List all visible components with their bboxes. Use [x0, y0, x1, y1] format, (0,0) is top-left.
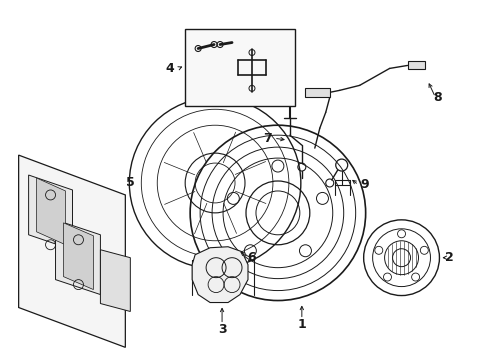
Polygon shape [192, 247, 247, 302]
Text: 4: 4 [165, 62, 174, 75]
Polygon shape [56, 220, 100, 294]
Text: 2: 2 [444, 251, 453, 264]
Text: 8: 8 [432, 91, 441, 104]
Text: 3: 3 [217, 323, 226, 336]
Polygon shape [19, 155, 125, 347]
Polygon shape [63, 223, 93, 289]
Polygon shape [29, 175, 72, 250]
Polygon shape [185, 28, 294, 106]
Text: 5: 5 [126, 176, 134, 189]
Text: 9: 9 [360, 179, 368, 192]
Bar [407, 62, 425, 69]
Text: 6: 6 [247, 251, 256, 264]
Text: 1: 1 [297, 318, 305, 331]
Polygon shape [100, 250, 130, 311]
Text: 7: 7 [263, 132, 272, 145]
Polygon shape [37, 178, 65, 245]
Bar [304, 88, 329, 97]
